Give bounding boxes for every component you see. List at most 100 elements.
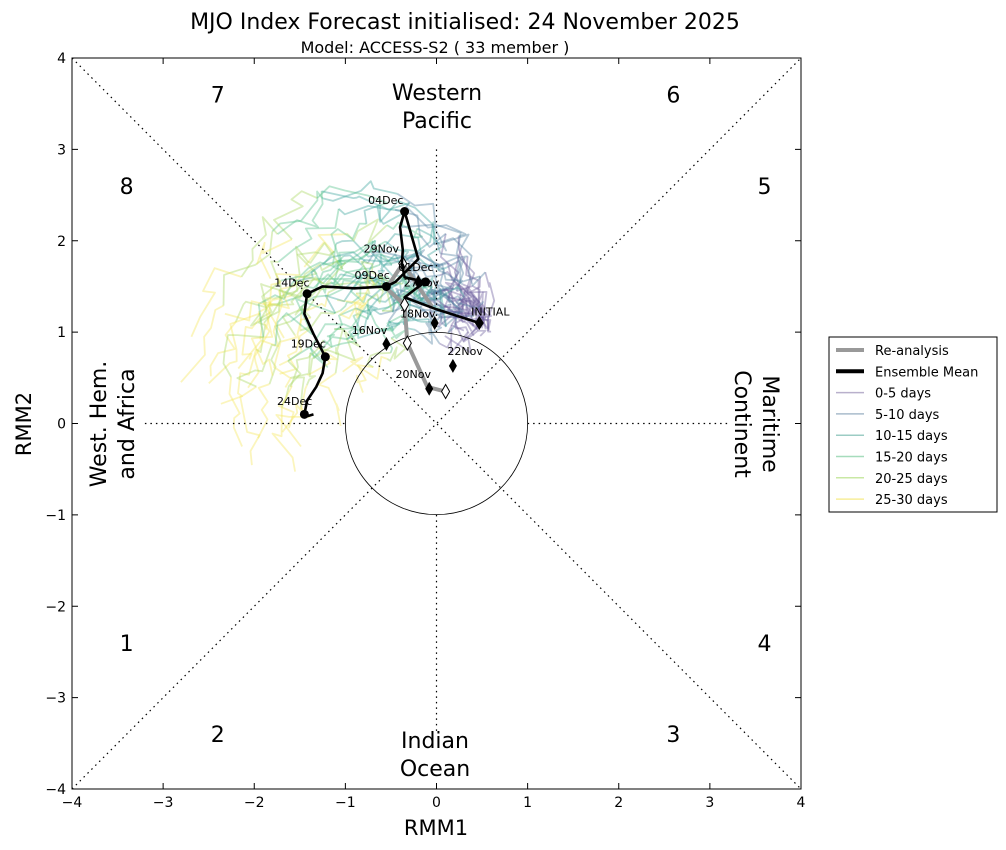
member-track xyxy=(273,334,298,388)
member-track xyxy=(356,364,374,393)
member-track xyxy=(353,300,369,319)
member-track xyxy=(317,372,342,427)
member-track xyxy=(222,334,264,378)
member-track xyxy=(439,335,472,354)
reanalysis-marker xyxy=(400,296,410,313)
member-track xyxy=(343,254,394,266)
member-track xyxy=(256,238,293,279)
member-track xyxy=(277,385,295,429)
region-bottom-line1: Indian xyxy=(401,729,469,754)
member-track xyxy=(366,351,391,368)
x-tick-label: 0 xyxy=(432,795,441,811)
member-track xyxy=(296,250,335,279)
member-track xyxy=(318,329,361,362)
member-track xyxy=(419,286,466,302)
date-label: 20Nov xyxy=(395,368,431,381)
legend-box xyxy=(828,336,998,513)
member-track xyxy=(274,298,336,346)
phase-label: 5 xyxy=(758,175,772,200)
member-track xyxy=(292,251,369,283)
member-track xyxy=(394,252,449,269)
member-track xyxy=(462,283,490,329)
member-track xyxy=(255,302,279,353)
member-track xyxy=(360,260,403,285)
member-track xyxy=(190,267,242,338)
region-bottom-line2: Ocean xyxy=(400,757,470,782)
phase-guides xyxy=(71,57,802,790)
phase-label: 4 xyxy=(758,632,772,657)
x-axis-label: RMM1 xyxy=(404,816,468,840)
legend: Re-analysis Ensemble Mean 0-5 days 5-10 day… xyxy=(828,336,998,513)
member-track xyxy=(237,290,284,370)
ensemble-members xyxy=(180,180,496,472)
member-track xyxy=(264,273,300,330)
member-track xyxy=(440,233,467,311)
phase-label: 7 xyxy=(211,84,225,109)
date-label: 24Dec xyxy=(277,395,312,408)
member-track xyxy=(342,355,388,380)
member-track xyxy=(419,282,451,309)
member-track xyxy=(278,316,311,367)
member-track xyxy=(372,233,423,256)
region-top-line2: Pacific xyxy=(402,109,472,134)
chart-subtitle: Model: ACCESS-S2 ( 33 member ) xyxy=(301,38,570,57)
member-track xyxy=(241,318,260,360)
member-track xyxy=(234,279,282,323)
member-track xyxy=(316,185,389,207)
member-track xyxy=(224,297,274,322)
member-track xyxy=(317,265,370,280)
member-track xyxy=(257,294,292,340)
date-label: INITIAL xyxy=(471,306,510,319)
date-label: 01Dec xyxy=(398,261,433,274)
member-track xyxy=(307,347,338,377)
x-tick-label: 3 xyxy=(705,795,714,811)
y-tick-label: −1 xyxy=(45,508,66,524)
member-track xyxy=(228,376,243,447)
phase-label: 8 xyxy=(120,175,134,200)
ensemble-mean-marker xyxy=(381,281,391,291)
member-track xyxy=(442,304,475,327)
member-track xyxy=(360,278,417,294)
legend-label: 10-15 days xyxy=(875,429,948,444)
member-track xyxy=(455,295,484,309)
member-track xyxy=(278,255,345,305)
member-track xyxy=(461,299,485,337)
member-track xyxy=(453,247,487,316)
date-label: 19Dec xyxy=(291,338,326,351)
member-track xyxy=(330,222,367,270)
member-track xyxy=(416,250,464,286)
member-track xyxy=(306,345,333,386)
member-track xyxy=(457,236,480,318)
forecast-marker xyxy=(414,274,423,289)
ensemble-mean-series xyxy=(299,207,484,419)
member-track xyxy=(220,348,257,405)
member-track xyxy=(276,191,324,235)
ensemble-mean-marker xyxy=(474,315,484,330)
member-track xyxy=(321,190,410,211)
x-tick-label: 2 xyxy=(614,795,623,811)
member-track xyxy=(367,248,418,274)
legend-label: 0-5 days xyxy=(875,387,931,402)
member-track xyxy=(250,312,274,376)
member-track xyxy=(438,284,466,332)
member-track xyxy=(357,320,401,339)
axis-ticks: −4−4 −3 −3 −2 −2 −1 −1 0 0 1 1 2 2 3 3 4 4 xyxy=(45,51,805,811)
member-track xyxy=(222,231,274,306)
y-tick-label: −4 xyxy=(45,782,66,798)
member-track xyxy=(469,276,488,321)
x-tick-label: 1 xyxy=(523,795,532,811)
member-track xyxy=(345,271,396,289)
legend-label: 20-25 days xyxy=(875,472,948,487)
member-track xyxy=(455,253,487,329)
member-track xyxy=(379,253,404,272)
region-labels: Western Pacific Indian Ocean West. Hem. … xyxy=(87,81,782,782)
member-track xyxy=(446,296,478,330)
ensemble-mean-marker xyxy=(320,352,330,362)
legend-label: 5-10 days xyxy=(875,408,940,423)
region-right-line1: Maritime xyxy=(757,375,782,472)
member-track xyxy=(322,180,398,202)
member-track xyxy=(376,200,436,237)
member-track xyxy=(336,274,376,312)
member-track xyxy=(300,309,341,331)
member-track xyxy=(290,286,347,323)
